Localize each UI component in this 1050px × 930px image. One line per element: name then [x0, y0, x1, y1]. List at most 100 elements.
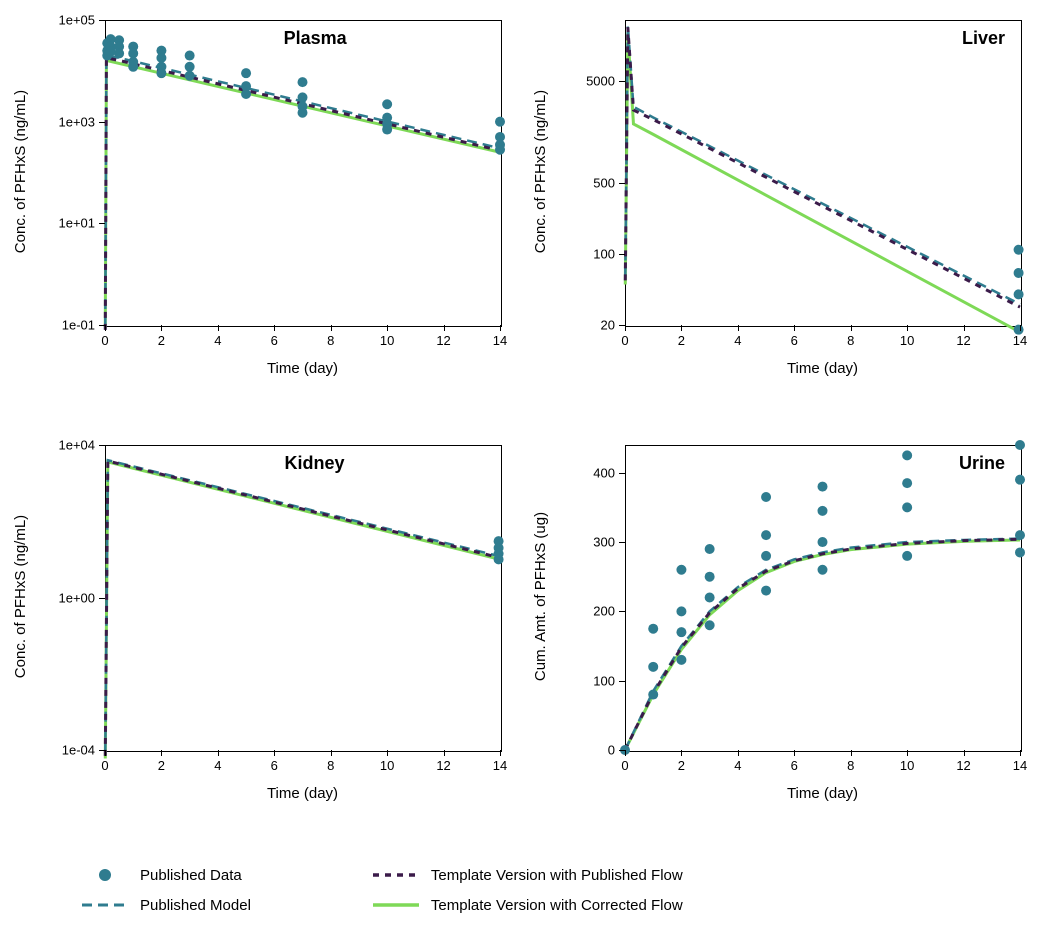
x-tick	[794, 325, 795, 331]
data-point	[1015, 440, 1025, 450]
panel-urine: Urine024681012140100200300400Time (day)C…	[625, 445, 1020, 750]
data-point	[676, 627, 686, 637]
x-tick	[161, 750, 162, 756]
x-axis-label: Time (day)	[625, 360, 1020, 377]
data-point	[761, 586, 771, 596]
data-point	[676, 655, 686, 665]
legend-item-published-data: Published Data	[80, 860, 251, 890]
x-tick	[444, 750, 445, 756]
y-tick	[99, 325, 105, 326]
data-point	[902, 502, 912, 512]
y-tick-label: 0	[555, 743, 615, 758]
x-tick-label: 14	[1013, 758, 1027, 773]
y-tick-label: 1e+01	[35, 216, 95, 231]
legend-swatch-point	[80, 865, 130, 885]
panel-title: Plasma	[284, 28, 347, 49]
data-point	[818, 506, 828, 516]
y-tick-label: 100	[555, 673, 615, 688]
x-tick-label: 0	[621, 333, 628, 348]
data-point	[818, 482, 828, 492]
y-tick	[619, 681, 625, 682]
x-tick-label: 10	[900, 758, 914, 773]
x-tick-label: 0	[101, 758, 108, 773]
y-tick	[619, 183, 625, 184]
x-tick	[1020, 325, 1021, 331]
data-point	[494, 554, 504, 564]
y-tick-label: 1e+03	[35, 114, 95, 129]
x-tick	[794, 750, 795, 756]
y-tick-label: 100	[555, 246, 615, 261]
legend-item-template-corrected-flow: Template Version with Corrected Flow	[371, 890, 683, 920]
x-tick	[1020, 750, 1021, 756]
x-tick-label: 8	[327, 758, 334, 773]
x-tick	[387, 325, 388, 331]
legend-swatch-dash	[371, 865, 421, 885]
y-axis-label: Cum. Amt. of PFHxS (ug)	[532, 444, 549, 749]
x-tick	[738, 750, 739, 756]
x-tick	[851, 750, 852, 756]
model-line-template_corrected_flow	[105, 462, 500, 759]
data-point	[818, 565, 828, 575]
data-point	[298, 108, 308, 118]
x-tick	[681, 325, 682, 331]
x-tick-label: 10	[900, 333, 914, 348]
x-tick-label: 6	[791, 758, 798, 773]
data-point	[128, 62, 138, 72]
data-point	[382, 125, 392, 135]
x-tick-label: 14	[1013, 333, 1027, 348]
x-axis-label: Time (day)	[105, 785, 500, 802]
data-point	[156, 53, 166, 63]
data-point	[705, 544, 715, 554]
y-tick-label: 1e+00	[35, 590, 95, 605]
data-point	[1014, 289, 1024, 299]
y-tick-label: 1e-01	[35, 318, 95, 333]
data-point	[761, 492, 771, 502]
x-tick-label: 2	[678, 758, 685, 773]
data-point	[114, 48, 124, 58]
x-tick	[218, 325, 219, 331]
y-axis-label: Conc. of PFHxS (ng/mL)	[12, 444, 29, 749]
legend-label: Published Model	[140, 897, 251, 914]
x-tick-label: 12	[436, 333, 450, 348]
data-point	[185, 71, 195, 81]
x-tick-label: 2	[678, 333, 685, 348]
x-tick	[907, 325, 908, 331]
data-point	[156, 68, 166, 78]
data-point	[1014, 268, 1024, 278]
plot-svg	[105, 445, 500, 750]
data-point	[382, 99, 392, 109]
y-axis-label: Conc. of PFHxS (ng/mL)	[12, 19, 29, 324]
data-point	[705, 620, 715, 630]
x-tick-label: 8	[847, 333, 854, 348]
x-tick	[331, 750, 332, 756]
x-tick-label: 10	[380, 758, 394, 773]
data-point	[648, 624, 658, 634]
x-tick	[331, 325, 332, 331]
x-tick-label: 14	[493, 758, 507, 773]
y-tick-label: 400	[555, 465, 615, 480]
legend-label: Template Version with Corrected Flow	[431, 897, 683, 914]
x-tick	[964, 750, 965, 756]
model-line-template_published_flow	[105, 461, 500, 756]
y-tick-label: 1e-04	[35, 743, 95, 758]
x-tick-label: 14	[493, 333, 507, 348]
x-tick	[105, 750, 106, 756]
x-tick-label: 0	[621, 758, 628, 773]
y-tick	[619, 473, 625, 474]
x-tick	[964, 325, 965, 331]
data-point	[676, 565, 686, 575]
x-tick-label: 6	[271, 758, 278, 773]
legend-item-published-model: Published Model	[80, 890, 251, 920]
data-point	[676, 606, 686, 616]
figure-root: Plasma024681012141e-011e+011e+031e+05Tim…	[0, 0, 1050, 930]
y-tick-label: 20	[555, 318, 615, 333]
panel-kidney: Kidney024681012141e-041e+001e+04Time (da…	[105, 445, 500, 750]
x-tick	[500, 750, 501, 756]
x-tick	[444, 325, 445, 331]
data-point	[648, 662, 658, 672]
data-point	[761, 530, 771, 540]
data-point	[818, 537, 828, 547]
y-tick-label: 1e+04	[35, 438, 95, 453]
y-tick-label: 1e+05	[35, 13, 95, 28]
x-tick-label: 12	[956, 333, 970, 348]
